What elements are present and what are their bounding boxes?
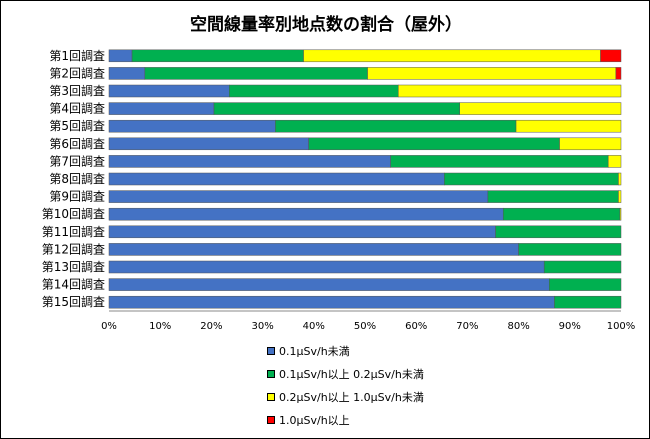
category-label: 第14回調査 [42,278,105,292]
bar-segment-s2-r9 [619,207,622,221]
bar-segment-s3-r1 [615,67,622,80]
bar-segment-s2-r5 [559,137,622,151]
category-label: 第3回調査 [49,84,105,98]
bar-segment-s1-r0 [131,49,304,63]
category-label: 第4回調査 [49,102,105,116]
bar-segment-s2-r4 [515,119,622,133]
category-label: 第9回調査 [49,190,105,204]
bar-segment-s0-r11 [108,243,519,256]
bar-segment-s0-r2 [108,84,230,98]
bar-segment-s1-r12 [543,260,622,274]
bar-segment-s1-r1 [144,67,368,80]
bar-segment-s0-r8 [108,190,489,203]
bar-segment-s1-r8 [487,190,619,203]
bar-segment-s0-r10 [108,225,496,239]
category-label: 第6回調査 [49,137,105,151]
category-label: 第1回調査 [49,49,105,63]
bar-segment-s1-r14 [554,295,622,309]
legend-item: 0.1μSv/h未満 [267,339,424,362]
x-tick-label: 40% [303,321,325,332]
bar-segment-s2-r3 [459,102,622,115]
category-label: 第11回調査 [42,225,105,239]
x-tick-label: 10% [149,321,171,332]
legend-label: 0.1μSv/h以上 0.2μSv/h未満 [279,367,424,381]
x-tick-label: 30% [251,321,273,332]
category-label: 第8回調査 [49,172,105,186]
category-label: 第10回調査 [42,207,105,221]
x-tick-label: 50% [354,321,376,332]
x-tick-label: 100% [607,321,636,332]
category-labels: 第1回調査第2回調査第3回調査第4回調査第5回調査第6回調査第7回調査第8回調査… [42,49,105,309]
x-tick-label: 60% [405,321,427,332]
category-label: 第12回調査 [42,242,105,256]
chart-title: 空間線量率別地点数の割合（屋外） [190,15,462,35]
bar-segment-s1-r2 [229,84,399,98]
x-tick-label: 70% [456,321,478,332]
legend-swatch-above-1-0 [267,415,275,424]
bar-segment-s2-r0 [303,49,601,63]
x-tick-label: 20% [200,321,222,332]
bar-segment-s0-r9 [108,207,504,221]
legend-swatch-0-2-to-1-0 [267,392,275,401]
bar-segment-s0-r3 [108,102,215,115]
category-label: 第13回調査 [42,260,105,274]
bar-segment-s1-r11 [518,243,622,256]
bar-segment-s1-r7 [444,172,619,186]
x-tick-label: 90% [559,321,581,332]
x-tick-labels: 0% 10% 20% 30% 40% 50% 60% 70% 80% 90% 100% [101,321,635,332]
bar-segment-s2-r1 [367,67,617,80]
legend: 0.1μSv/h未満 0.1μSv/h以上 0.2μSv/h未満 0.2μSv/… [267,339,424,431]
legend-label: 1.0μSv/h以上 [279,413,350,427]
legend-item: 0.2μSv/h以上 1.0μSv/h未満 [267,385,424,408]
bar-segment-s0-r6 [108,155,391,168]
bar-segment-s2-r7 [618,172,622,186]
legend-label: 0.1μSv/h未満 [279,344,350,358]
bar-segment-s0-r0 [108,49,133,63]
bar-segment-s1-r10 [495,225,622,239]
legend-label: 0.2μSv/h以上 1.0μSv/h未満 [279,390,424,404]
bar-segment-s1-r13 [549,278,622,291]
bar-segment-s1-r4 [275,119,517,133]
bar-segment-s3-r0 [600,49,622,63]
x-tick-label: 80% [507,321,529,332]
category-label: 第7回調査 [49,154,105,168]
bar-segment-s2-r2 [398,84,622,98]
bar-segment-s0-r5 [108,137,309,151]
bar-segment-s1-r9 [502,207,621,221]
category-label: 第5回調査 [49,119,105,133]
bar-segment-s1-r3 [213,102,460,115]
bar-segment-s0-r13 [108,278,550,291]
bars-group [108,49,622,309]
bar-segment-s0-r4 [108,119,276,133]
category-label: 第15回調査 [42,295,105,309]
bar-segment-s1-r5 [308,137,560,151]
legend-item: 1.0μSv/h以上 [267,408,424,431]
category-label: 第2回調査 [49,66,105,80]
bar-segment-s0-r1 [108,67,146,80]
bar-segment-s2-r8 [618,190,622,203]
bar-segment-s0-r12 [108,260,545,274]
bar-segment-s0-r14 [108,295,555,309]
legend-swatch-0-1-to-0-2 [267,369,275,378]
bar-segment-s2-r6 [607,155,622,168]
bar-segment-s1-r6 [390,155,609,168]
legend-swatch-below-0-1 [267,346,275,355]
legend-item: 0.1μSv/h以上 0.2μSv/h未満 [267,362,424,385]
x-tick-label: 0% [101,321,117,332]
bar-segment-s0-r7 [108,172,445,186]
